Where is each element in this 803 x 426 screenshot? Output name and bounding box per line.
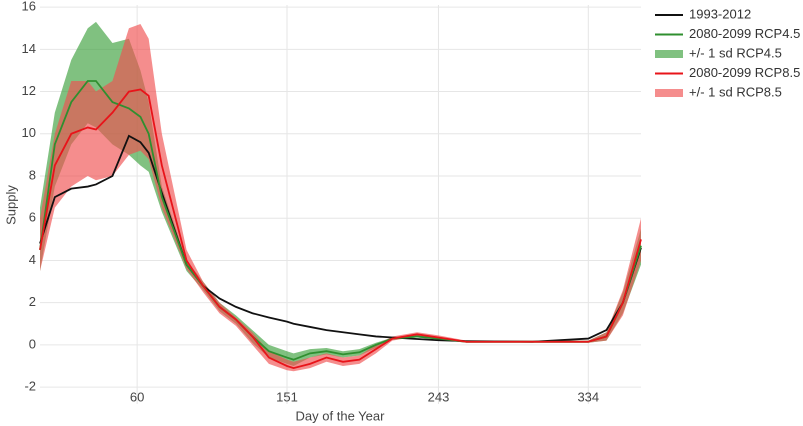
legend-label: +/- 1 sd RCP8.5 — [689, 84, 782, 99]
y-tick-label: 2 — [29, 294, 36, 309]
y-tick-label: 4 — [29, 252, 36, 267]
line — [39, 88, 642, 370]
y-tick-label: -2 — [24, 379, 36, 394]
x-tick-label: 334 — [577, 389, 599, 404]
y-axis-title: Supply — [3, 185, 18, 225]
legend-label: +/- 1 sd RCP4.5 — [689, 45, 782, 60]
legend: 1993-2012 2080-2099 RCP4.5 +/- 1 sd RCP4.5… — [655, 6, 800, 99]
y-tick-label: 6 — [29, 210, 36, 225]
line — [39, 134, 642, 343]
x-tick-label: 243 — [428, 389, 450, 404]
y-tick-label: 8 — [29, 167, 36, 182]
legend-label: 1993-2012 — [689, 6, 751, 21]
legend-label: 2080-2099 RCP4.5 — [689, 26, 800, 41]
y-tick-label: 12 — [22, 83, 36, 98]
legend-label: 2080-2099 RCP8.5 — [689, 65, 800, 80]
sd-band — [40, 24, 641, 372]
y-tick-label: 10 — [22, 125, 36, 140]
y-tick-label: 14 — [22, 41, 36, 56]
x-tick-label: 60 — [130, 389, 144, 404]
legend-swatch — [655, 50, 683, 58]
x-axis-title: Day of the Year — [296, 408, 386, 423]
legend-swatch — [655, 89, 683, 97]
x-tick-label: 151 — [276, 389, 298, 404]
y-tick-label: 0 — [29, 336, 36, 351]
y-tick-label: 16 — [22, 0, 36, 14]
